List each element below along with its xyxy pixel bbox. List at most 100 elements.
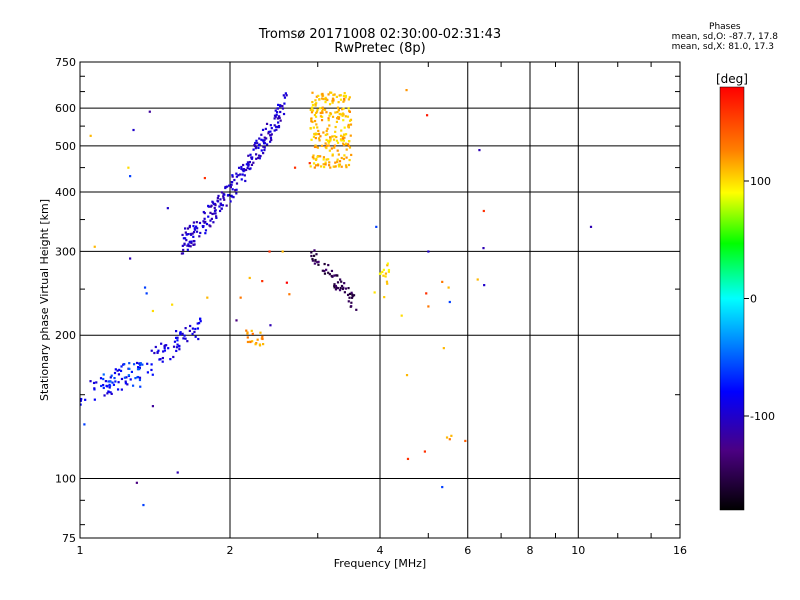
data-point <box>273 117 276 120</box>
data-point <box>269 137 273 140</box>
data-point <box>276 107 279 110</box>
data-point <box>246 166 249 169</box>
data-point <box>315 102 318 105</box>
data-point <box>159 358 162 361</box>
data-point <box>188 226 191 229</box>
data-point <box>311 100 314 104</box>
data-point <box>131 384 135 387</box>
phase-stats-o: mean, sd,O: -87.7, 17.8 <box>671 32 778 42</box>
data-point <box>333 144 337 147</box>
data-point <box>315 123 318 126</box>
data-point <box>333 165 336 168</box>
data-point <box>325 98 328 101</box>
data-point <box>245 163 248 166</box>
data-point <box>347 144 350 147</box>
data-point <box>204 229 208 232</box>
data-point <box>146 371 149 374</box>
data-point <box>185 239 188 242</box>
data-point <box>262 151 265 155</box>
data-point <box>114 368 117 371</box>
chart-title: Tromsø 20171008 02:30:00-02:31:43 <box>258 27 502 42</box>
data-point <box>193 227 196 230</box>
data-point <box>124 380 127 383</box>
data-point <box>321 109 324 113</box>
data-point <box>246 340 250 344</box>
data-point <box>312 135 316 138</box>
data-point <box>339 278 342 281</box>
data-point <box>308 162 311 165</box>
data-point <box>139 385 142 388</box>
data-point <box>267 130 270 134</box>
data-point <box>311 106 314 109</box>
data-point <box>334 130 337 133</box>
data-point <box>334 274 337 277</box>
data-point <box>349 123 353 126</box>
data-point <box>283 96 287 99</box>
data-point <box>132 363 136 366</box>
data-point <box>136 375 139 379</box>
data-point <box>423 450 426 453</box>
data-point <box>246 331 249 334</box>
data-point <box>315 157 318 161</box>
data-point <box>373 291 376 294</box>
data-point <box>250 329 253 332</box>
data-point <box>347 300 350 303</box>
data-point <box>109 376 112 379</box>
data-point <box>332 99 335 102</box>
data-point <box>311 91 314 94</box>
data-point <box>192 231 196 234</box>
data-point <box>239 296 242 299</box>
data-point <box>321 115 324 118</box>
data-point <box>336 115 340 119</box>
data-point <box>324 163 327 166</box>
data-point <box>191 332 194 336</box>
data-point <box>339 134 343 137</box>
data-point <box>329 166 332 169</box>
data-point <box>263 139 266 142</box>
data-point <box>327 117 330 120</box>
data-point <box>258 137 261 140</box>
data-point <box>102 386 105 390</box>
data-point <box>112 383 116 386</box>
data-point <box>220 207 223 210</box>
data-point <box>123 376 126 379</box>
data-point <box>207 215 210 218</box>
data-point <box>248 276 251 280</box>
data-point <box>233 178 236 182</box>
data-point <box>196 327 200 330</box>
data-point <box>314 136 317 140</box>
data-point <box>188 224 192 228</box>
data-point <box>348 110 352 113</box>
data-point <box>327 144 330 147</box>
colorbar-label: [deg] <box>716 72 748 86</box>
data-point <box>318 98 321 101</box>
data-point <box>180 252 183 255</box>
data-point <box>351 293 354 296</box>
data-point <box>267 132 270 135</box>
data-point <box>255 139 258 142</box>
data-point <box>281 107 285 110</box>
data-point <box>333 283 336 286</box>
data-point <box>335 135 338 139</box>
data-point <box>338 160 342 163</box>
data-point <box>321 106 324 109</box>
data-point <box>288 293 291 296</box>
data-point <box>163 349 167 352</box>
data-point <box>278 104 282 108</box>
data-point <box>249 340 252 344</box>
data-point <box>191 232 194 235</box>
colorbar <box>719 86 745 511</box>
data-point <box>342 157 346 161</box>
data-point <box>141 363 144 366</box>
data-point <box>241 173 244 176</box>
data-point <box>214 209 217 212</box>
data-point <box>313 113 317 117</box>
data-point <box>193 330 196 334</box>
data-point <box>350 153 353 157</box>
data-point <box>194 327 197 331</box>
data-point <box>235 182 239 185</box>
data-point <box>321 94 324 97</box>
data-point <box>209 219 212 222</box>
data-point <box>315 95 318 98</box>
data-point <box>341 112 344 115</box>
